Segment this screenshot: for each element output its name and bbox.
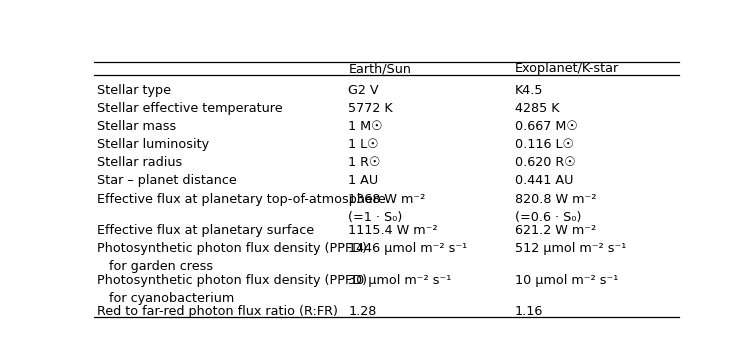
Text: Stellar type: Stellar type <box>97 84 171 97</box>
Text: 1368 W m⁻²: 1368 W m⁻² <box>348 193 426 206</box>
Text: 0.620 R☉: 0.620 R☉ <box>515 156 575 169</box>
Text: 1 L☉: 1 L☉ <box>348 138 379 151</box>
Text: Exoplanet/K-star: Exoplanet/K-star <box>515 62 619 75</box>
Text: Earth/Sun: Earth/Sun <box>348 62 412 75</box>
Text: Photosynthetic photon flux density (PPFD): Photosynthetic photon flux density (PPFD… <box>97 274 367 287</box>
Text: 1446 μmol m⁻² s⁻¹: 1446 μmol m⁻² s⁻¹ <box>348 242 467 255</box>
Text: Star – planet distance: Star – planet distance <box>97 174 237 188</box>
Text: 0.667 M☉: 0.667 M☉ <box>515 120 578 133</box>
Text: 0.116 L☉: 0.116 L☉ <box>515 138 574 151</box>
Text: 0.441 AU: 0.441 AU <box>515 174 574 188</box>
Text: Stellar luminosity: Stellar luminosity <box>97 138 210 151</box>
Text: Red to far-red photon flux ratio (R:FR): Red to far-red photon flux ratio (R:FR) <box>97 305 338 318</box>
Text: 4285 K: 4285 K <box>515 102 559 115</box>
Text: G2 V: G2 V <box>348 84 379 97</box>
Text: Stellar effective temperature: Stellar effective temperature <box>97 102 283 115</box>
Text: Stellar mass: Stellar mass <box>97 120 176 133</box>
Text: for cyanobacterium: for cyanobacterium <box>97 292 234 305</box>
Text: Effective flux at planetary top-of-atmosphere: Effective flux at planetary top-of-atmos… <box>97 193 386 206</box>
Text: 820.8 W m⁻²: 820.8 W m⁻² <box>515 193 596 206</box>
Text: 1115.4 W m⁻²: 1115.4 W m⁻² <box>348 224 438 237</box>
Text: 10 μmol m⁻² s⁻¹: 10 μmol m⁻² s⁻¹ <box>515 274 618 287</box>
Text: Photosynthetic photon flux density (PPFD): Photosynthetic photon flux density (PPFD… <box>97 242 367 255</box>
Text: 5772 K: 5772 K <box>348 102 393 115</box>
Text: Stellar radius: Stellar radius <box>97 156 182 169</box>
Text: 1.16: 1.16 <box>515 305 544 318</box>
Text: 1 AU: 1 AU <box>348 174 379 188</box>
Text: 30 μmol m⁻² s⁻¹: 30 μmol m⁻² s⁻¹ <box>348 274 452 287</box>
Text: 1 M☉: 1 M☉ <box>348 120 383 133</box>
Text: Effective flux at planetary surface: Effective flux at planetary surface <box>97 224 314 237</box>
Text: (=1 · S₀): (=1 · S₀) <box>348 211 403 224</box>
Text: 1.28: 1.28 <box>348 305 377 318</box>
Text: K4.5: K4.5 <box>515 84 544 97</box>
Text: 1 R☉: 1 R☉ <box>348 156 381 169</box>
Text: (=0.6 · S₀): (=0.6 · S₀) <box>515 211 581 224</box>
Text: 621.2 W m⁻²: 621.2 W m⁻² <box>515 224 596 237</box>
Text: 512 μmol m⁻² s⁻¹: 512 μmol m⁻² s⁻¹ <box>515 242 627 255</box>
Text: for garden cress: for garden cress <box>97 260 213 273</box>
